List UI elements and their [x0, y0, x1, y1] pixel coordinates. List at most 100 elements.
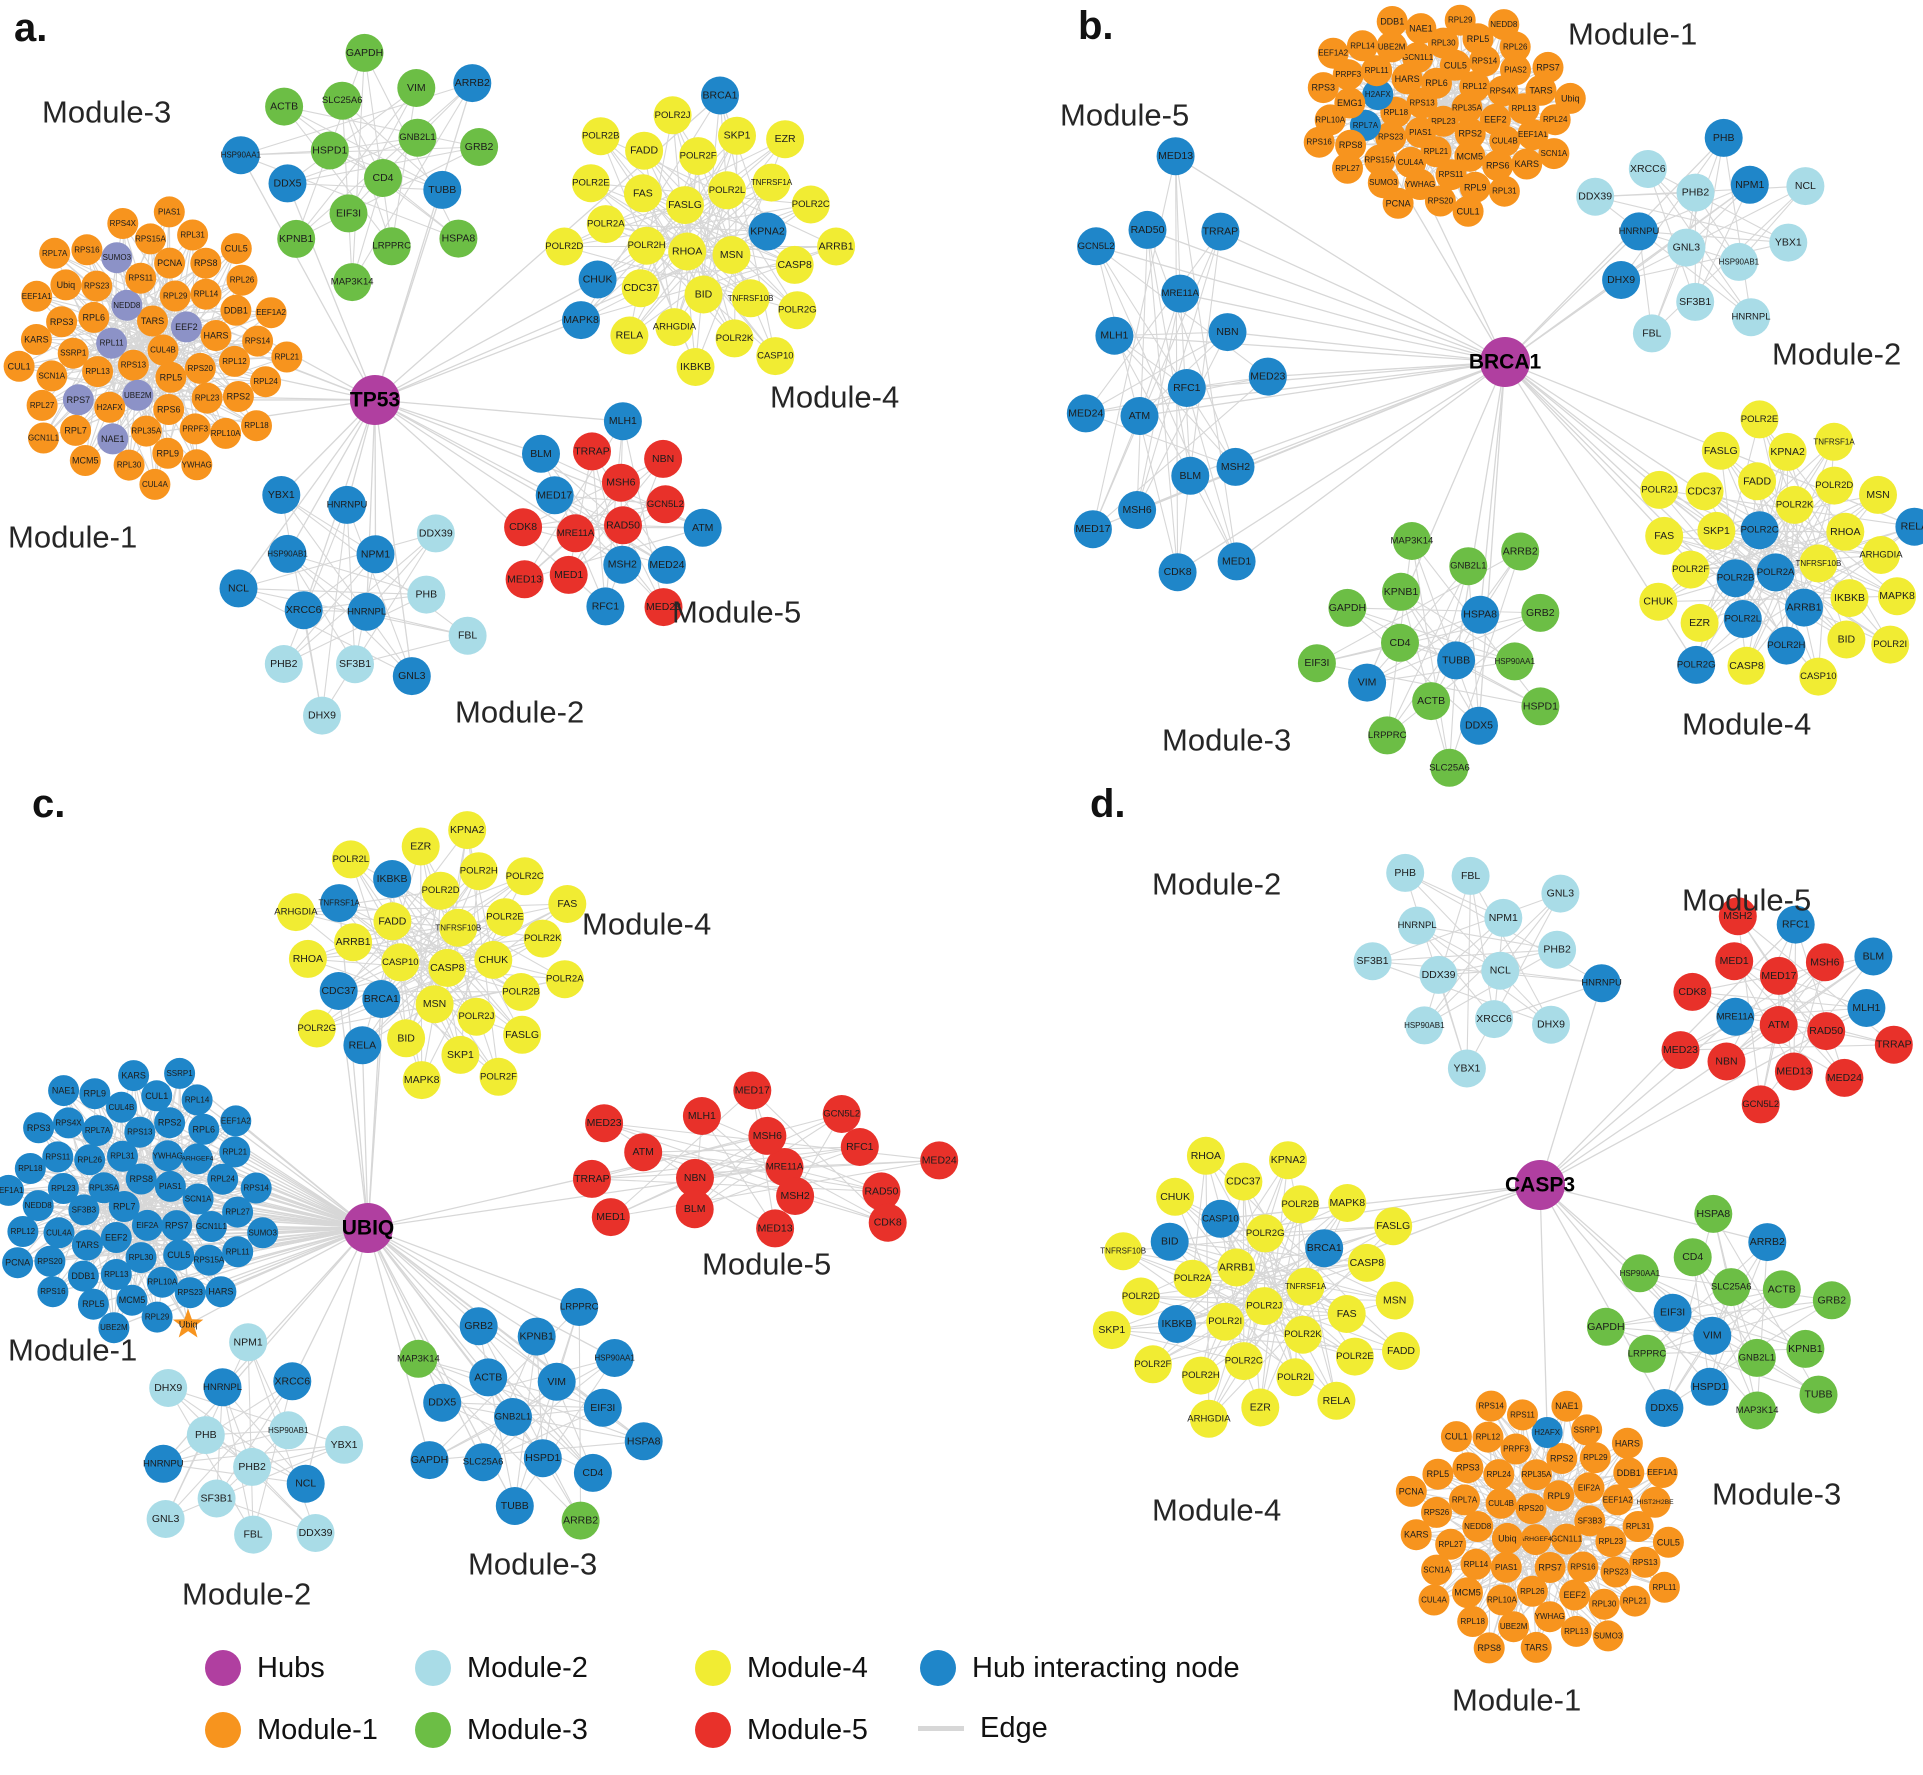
node-label-FBL: FBL: [458, 630, 477, 642]
node-RAD50: [604, 506, 642, 545]
node-label-BLM: BLM: [1180, 470, 1202, 482]
node-EIF3I: [329, 194, 368, 233]
node-RPS2: [1454, 117, 1486, 149]
node-POLR2H: [1767, 626, 1806, 665]
node-RPS3: [1452, 1452, 1484, 1484]
node-label-MSN: MSN: [1866, 489, 1889, 501]
node-MSH6: [748, 1116, 787, 1155]
node-HSP90AA1: [1620, 1254, 1659, 1293]
edge: [610, 1090, 753, 1218]
node-RPL31: [107, 1140, 138, 1172]
node-RPL7: [60, 414, 92, 446]
node-label-SF3B3: SF3B3: [72, 1205, 97, 1214]
node-label-RPL35A: RPL35A: [1522, 1470, 1552, 1479]
node-label-MED13: MED13: [1158, 150, 1193, 162]
node-DDX39: [1419, 955, 1458, 994]
edge: [1620, 137, 1725, 281]
edge: [536, 1336, 544, 1459]
node-label-RPS13: RPS13: [127, 1128, 153, 1137]
node-label-HNRNPL: HNRNPL: [347, 606, 386, 617]
node-RPL29: [141, 1301, 173, 1333]
node-KPNA2: [1269, 1141, 1307, 1180]
node-label-CDK8: CDK8: [1678, 986, 1706, 998]
node-HSP90AB1: [269, 1411, 308, 1450]
edge: [234, 1151, 369, 1229]
node-RPS13: [117, 349, 149, 381]
node-POLR2D: [1121, 1277, 1160, 1316]
node-Ubiq: [172, 1308, 204, 1338]
node-label-RPL11: RPL11: [100, 339, 124, 348]
node-RPL29: [1579, 1442, 1611, 1474]
node-MLH1: [682, 1097, 721, 1135]
edge: [286, 399, 376, 555]
node-label-MRE11A: MRE11A: [1717, 1011, 1755, 1022]
node-GCN1L1: [28, 422, 59, 454]
node-label-DDB1: DDB1: [1380, 17, 1404, 27]
node-RPS16: [37, 1276, 69, 1308]
node-label-ACTB: ACTB: [1768, 1283, 1796, 1295]
node-label-GCN5L2: GCN5L2: [823, 1109, 860, 1120]
edge: [1646, 1348, 1806, 1355]
node-label-POLR2F: POLR2F: [480, 1071, 517, 1082]
node-RFC1: [1167, 369, 1206, 407]
node-label-RPL10A: RPL10A: [1487, 1595, 1517, 1604]
edge: [1726, 924, 1797, 1062]
node-label-RELA: RELA: [1323, 1395, 1350, 1407]
node-label-RPL31: RPL31: [1492, 187, 1517, 196]
node-HSPD1: [1690, 1367, 1729, 1406]
node-EEF1A2: [255, 297, 287, 329]
node-EIF3I: [1297, 644, 1336, 683]
node-GCN1L1: [1402, 42, 1434, 74]
node-label-PHB: PHB: [1713, 132, 1735, 144]
node-LRPPRC: [1368, 716, 1407, 755]
node-FAS: [623, 174, 662, 213]
node-label-PCNA: PCNA: [157, 258, 182, 268]
edge: [1733, 960, 1827, 1032]
node-label-RFC1: RFC1: [1173, 382, 1201, 394]
node-label-RPL23: RPL23: [195, 394, 220, 403]
node-label-HNRNPU: HNRNPU: [143, 1458, 184, 1469]
node-label-EEF1A1: EEF1A1: [22, 292, 52, 301]
node-RPL12: [7, 1216, 39, 1247]
node-CDC37: [319, 972, 358, 1010]
node-label-RPL21: RPL21: [1424, 147, 1449, 156]
edge: [1146, 229, 1237, 468]
node-RPL31: [177, 219, 209, 251]
node-label-BID: BID: [1838, 634, 1856, 646]
node-label-KPNA2: KPNA2: [750, 226, 785, 238]
node-ACTB: [265, 87, 304, 126]
node-RPL10A: [210, 417, 242, 449]
node-label-PIAS1: PIAS1: [1495, 1563, 1518, 1572]
edge: [1136, 229, 1149, 511]
node-label-CUL1: CUL1: [1457, 206, 1480, 216]
node-CUL4B: [1489, 125, 1521, 157]
node-label-RPL9: RPL9: [157, 448, 180, 458]
node-CUL5: [163, 1239, 195, 1271]
node-label-RPL6: RPL6: [1425, 78, 1448, 88]
node-label-RPS13: RPS13: [121, 361, 147, 370]
node-label-ATM: ATM: [633, 1146, 654, 1158]
node-TRRAP: [1874, 1025, 1913, 1064]
node-label-FADD: FADD: [630, 145, 658, 157]
node-MAP3K14: [333, 263, 372, 302]
module-label-module-5: Module-5: [1060, 97, 1189, 132]
node-ARRB1: [1217, 1248, 1256, 1287]
node-GNB2L1: [398, 118, 437, 157]
node-POLR2F: [1133, 1345, 1172, 1384]
node-NEDD8: [1462, 1511, 1494, 1542]
node-label-RPS2: RPS2: [1550, 1454, 1574, 1464]
node-label-GAPDH: GAPDH: [1587, 1321, 1624, 1333]
node-MLH1: [1847, 989, 1886, 1027]
node-label-ACTB: ACTB: [474, 1371, 502, 1383]
node-label-CUL4B: CUL4B: [1488, 1499, 1514, 1508]
module-label-module-2: Module-2: [182, 1576, 311, 1611]
node-label-GAPDH: GAPDH: [1329, 602, 1366, 614]
node-PHB: [186, 1416, 225, 1455]
node-label-RPL27: RPL27: [1438, 1540, 1463, 1549]
node-NPM1: [1730, 165, 1769, 204]
edge: [1347, 607, 1480, 727]
edge: [167, 1387, 254, 1535]
node-label-BRCA1: BRCA1: [702, 90, 737, 102]
node-label-RPS8: RPS8: [1339, 140, 1363, 150]
node-label-FASLG: FASLG: [1376, 1220, 1410, 1232]
